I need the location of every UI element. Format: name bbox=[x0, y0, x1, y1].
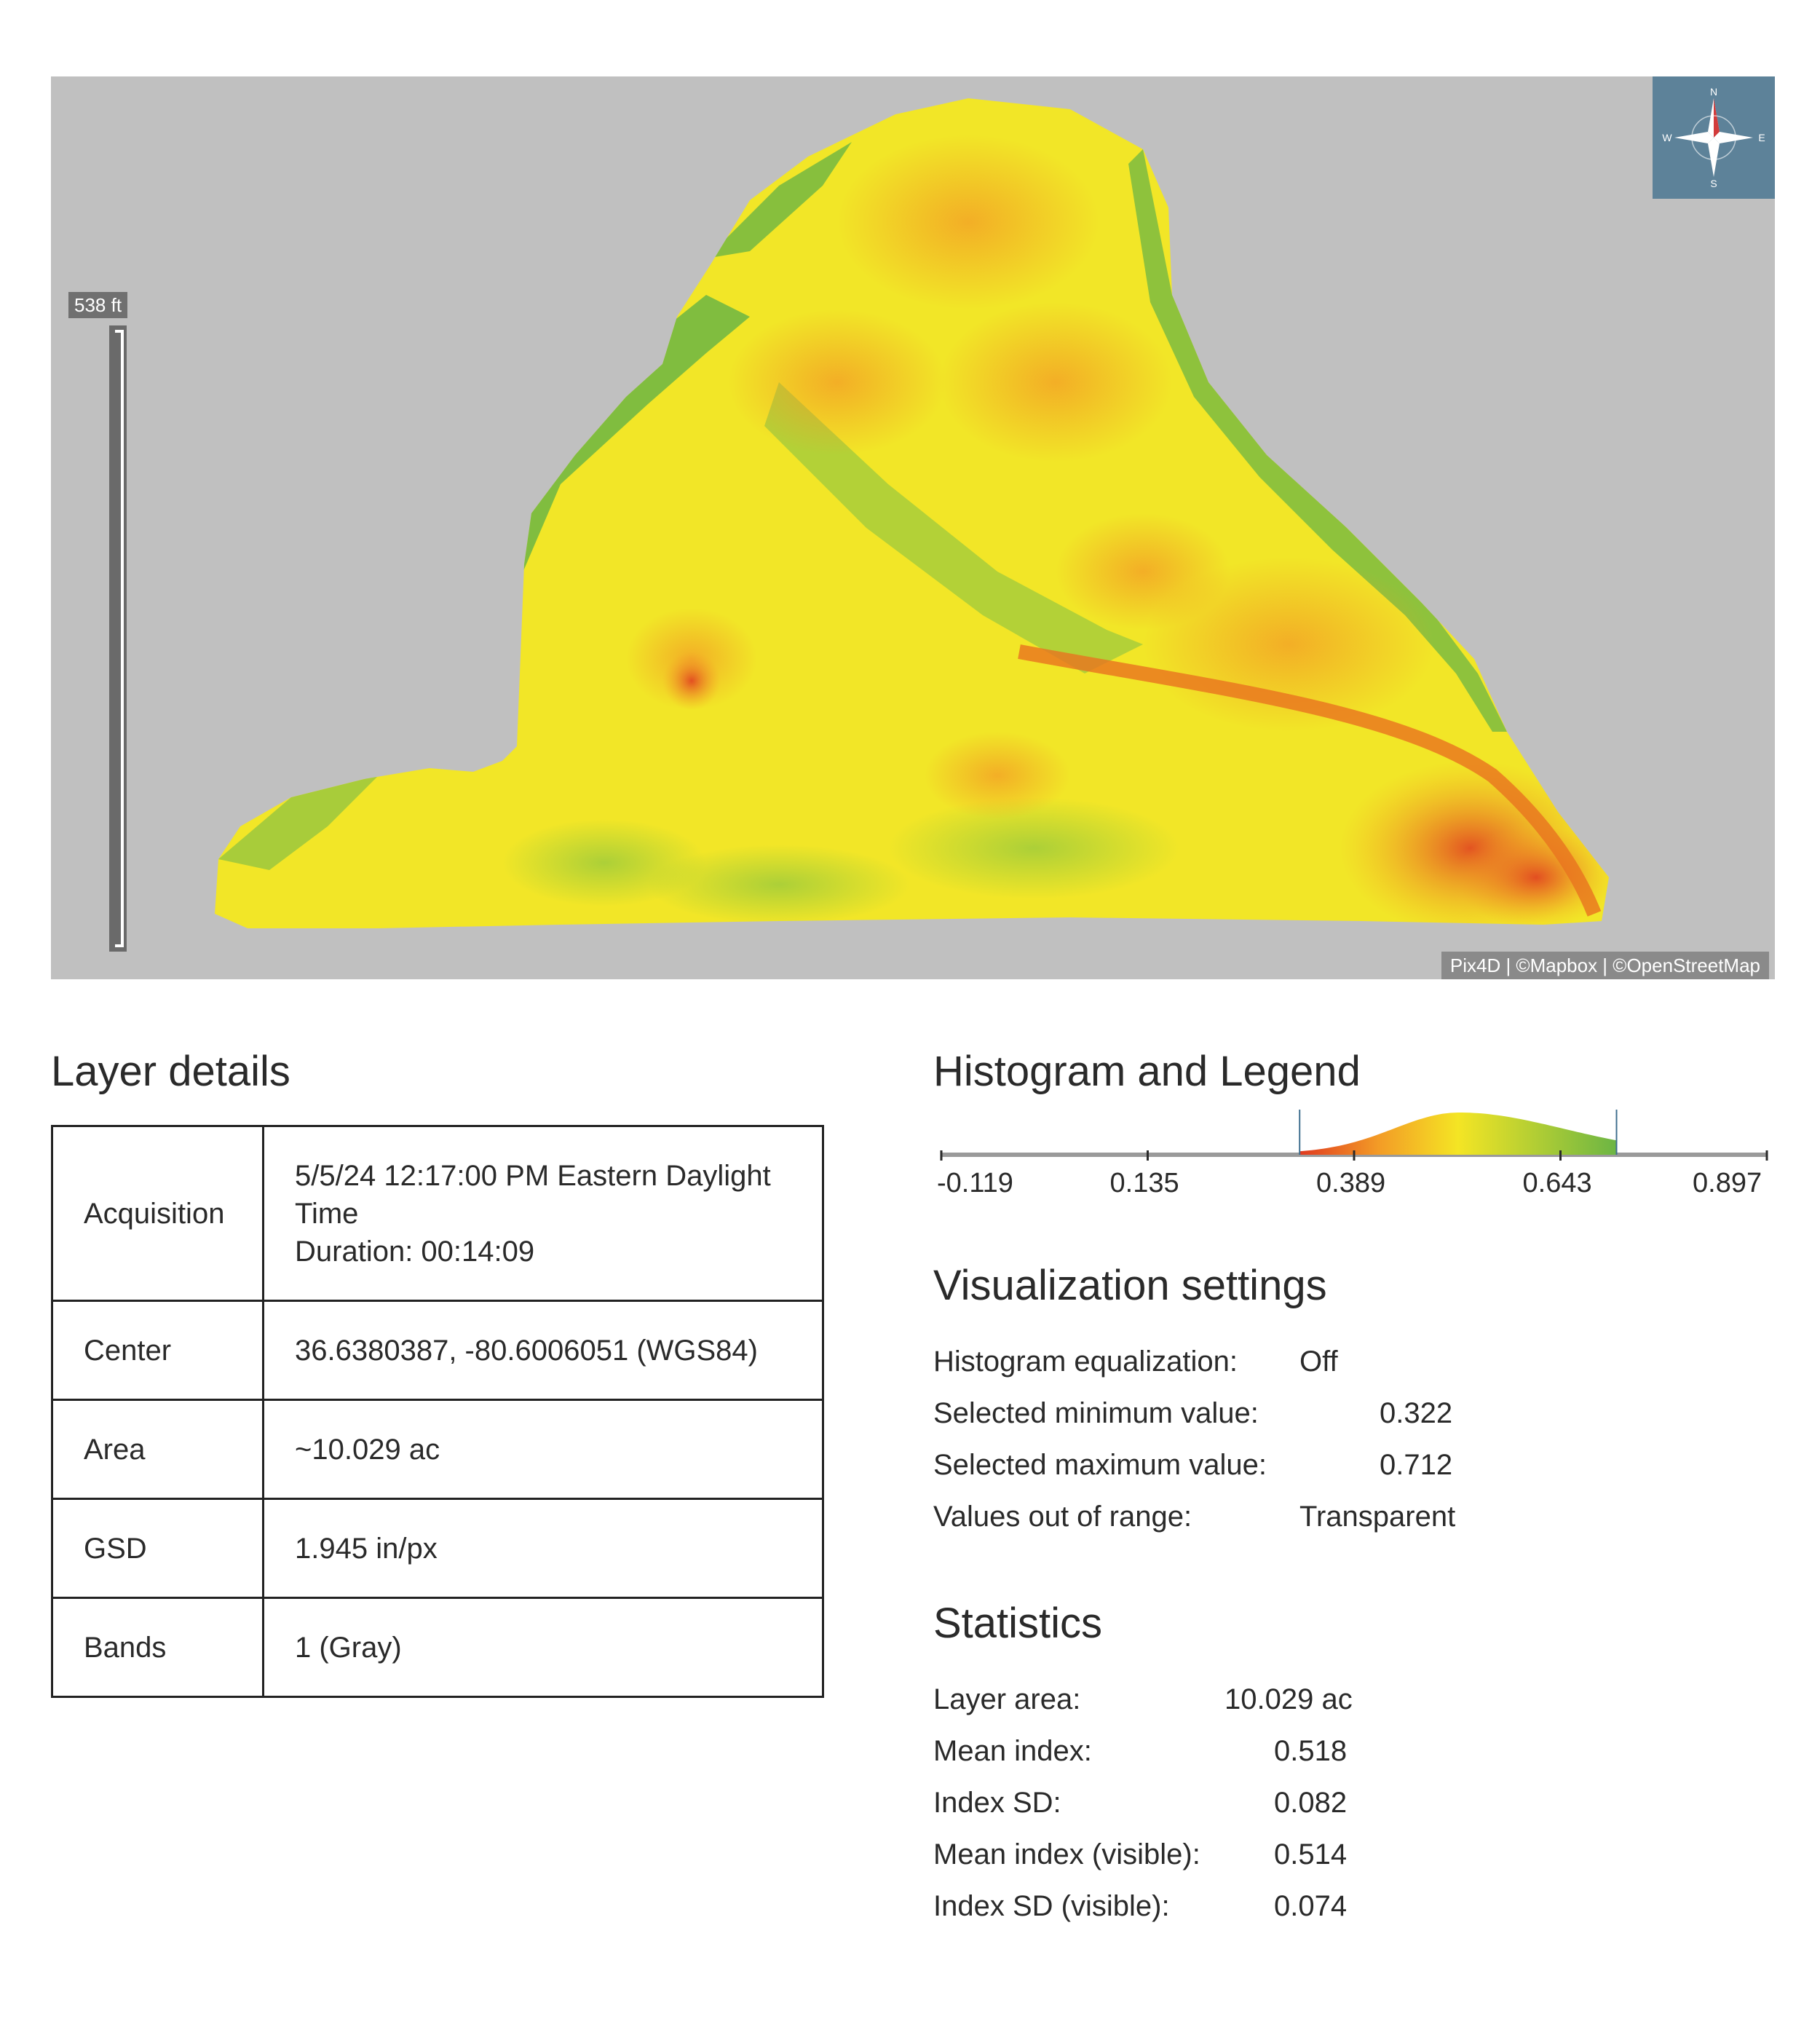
setting-value: Transparent bbox=[1299, 1501, 1456, 1533]
compass-s-label: S bbox=[1710, 178, 1717, 189]
histogram-tick-label: 0.135 bbox=[1109, 1168, 1179, 1198]
setting-label: Histogram equalization: bbox=[933, 1346, 1238, 1378]
histogram-tick-label: 0.643 bbox=[1522, 1168, 1592, 1198]
histogram-title: Histogram and Legend bbox=[933, 1048, 1361, 1095]
statistics-title: Statistics bbox=[933, 1600, 1103, 1647]
stat-label: Mean index (visible): bbox=[933, 1838, 1200, 1870]
stat-value: 0.514 bbox=[1274, 1838, 1348, 1870]
table-row: Center 36.6380387, -80.6006051 (WGS84) bbox=[51, 1300, 824, 1401]
compass-e-label: E bbox=[1758, 132, 1765, 143]
row-key: GSD bbox=[51, 1498, 264, 1599]
table-row: Acquisition 5/5/24 12:17:00 PM Eastern D… bbox=[51, 1125, 824, 1302]
stat-value: 10.029 ac bbox=[1224, 1683, 1353, 1715]
histogram-tick-label: -0.119 bbox=[937, 1168, 1013, 1198]
stat-label: Mean index: bbox=[933, 1735, 1092, 1767]
setting-value: 0.322 bbox=[1380, 1397, 1453, 1429]
stat-value: 0.518 bbox=[1274, 1735, 1348, 1767]
setting-label: Selected minimum value: bbox=[933, 1397, 1259, 1429]
compass-w-label: W bbox=[1662, 132, 1672, 143]
layer-details-title: Layer details bbox=[51, 1048, 290, 1095]
compass-rose-icon[interactable]: N S W E bbox=[1653, 76, 1775, 199]
row-key: Center bbox=[51, 1300, 264, 1401]
stat-label: Index SD: bbox=[933, 1787, 1061, 1819]
value-line: Duration: 00:14:09 bbox=[295, 1235, 535, 1268]
layer-details-table: Acquisition 5/5/24 12:17:00 PM Eastern D… bbox=[51, 1125, 824, 1698]
scale-bar bbox=[109, 325, 127, 952]
histogram-tick-label: 0.897 bbox=[1693, 1168, 1762, 1198]
value-line: 5/5/24 12:17:00 PM Eastern Daylight bbox=[295, 1159, 771, 1192]
stat-label: Index SD (visible): bbox=[933, 1890, 1170, 1922]
setting-value: 0.712 bbox=[1380, 1449, 1453, 1481]
row-key: Acquisition bbox=[51, 1125, 264, 1302]
setting-label: Selected maximum value: bbox=[933, 1449, 1267, 1481]
row-value: 5/5/24 12:17:00 PM Eastern Daylight Time… bbox=[262, 1125, 824, 1302]
row-value: 1.945 in/px bbox=[262, 1498, 824, 1599]
map-view[interactable]: 538 ft N S W E Pix4D | ©Mapbox | ©OpenSt… bbox=[51, 76, 1775, 979]
row-value: ~10.029 ac bbox=[262, 1399, 824, 1500]
histogram-curve bbox=[1299, 1113, 1617, 1155]
stat-label: Layer area: bbox=[933, 1683, 1081, 1715]
histogram-plot bbox=[940, 1110, 1768, 1161]
compass-n-label: N bbox=[1710, 86, 1717, 98]
row-value: 36.6380387, -80.6006051 (WGS84) bbox=[262, 1300, 824, 1401]
table-row: GSD 1.945 in/px bbox=[51, 1498, 824, 1599]
histogram-tick-label: 0.389 bbox=[1316, 1168, 1386, 1198]
row-key: Bands bbox=[51, 1597, 264, 1698]
row-value: 1 (Gray) bbox=[262, 1597, 824, 1698]
table-row: Area ~10.029 ac bbox=[51, 1399, 824, 1500]
value-line: Time bbox=[295, 1197, 359, 1230]
scale-label: 538 ft bbox=[68, 292, 128, 318]
index-layer-raster bbox=[215, 98, 1609, 928]
visualization-settings-title: Visualization settings bbox=[933, 1262, 1327, 1309]
stat-value: 0.082 bbox=[1274, 1787, 1348, 1819]
histogram-legend: -0.119 0.135 0.389 0.643 0.897 bbox=[932, 1107, 1776, 1201]
stat-value: 0.074 bbox=[1274, 1890, 1348, 1922]
setting-value: Off bbox=[1299, 1346, 1338, 1378]
setting-label: Values out of range: bbox=[933, 1501, 1192, 1533]
row-key: Area bbox=[51, 1399, 264, 1500]
table-row: Bands 1 (Gray) bbox=[51, 1597, 824, 1698]
map-attribution[interactable]: Pix4D | ©Mapbox | ©OpenStreetMap bbox=[1441, 952, 1769, 979]
